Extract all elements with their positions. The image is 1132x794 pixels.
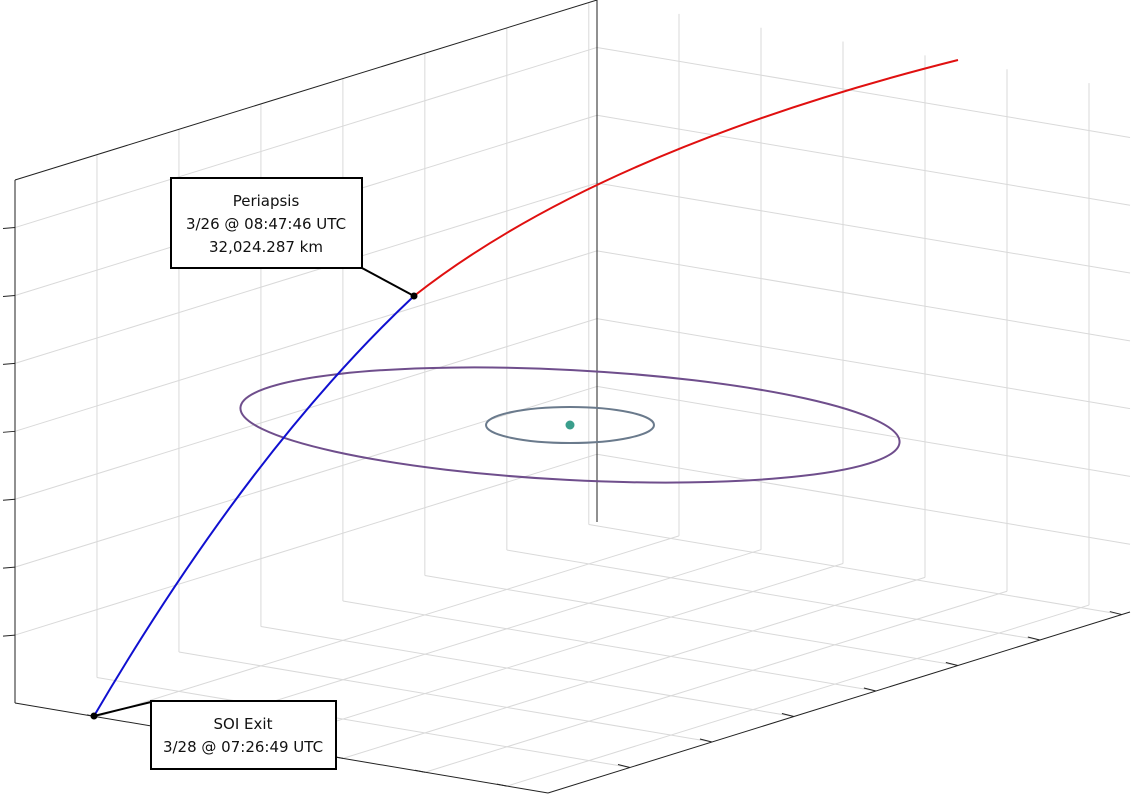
- grid-line: [2, 566, 16, 569]
- grid-line: [260, 626, 794, 718]
- grid-line: [424, 575, 958, 667]
- box-edges: [14, 0, 1131, 794]
- callout-leader: [361, 267, 415, 297]
- grid-line: [424, 590, 1008, 773]
- grid-line: [2, 362, 16, 365]
- grid-line: [596, 250, 1131, 342]
- edge: [14, 0, 598, 181]
- grid-line: [1027, 636, 1040, 641]
- grid-line: [2, 430, 16, 433]
- grid-line: [2, 294, 16, 297]
- outbound-trajectory: [413, 59, 959, 297]
- callout-text: 3/26 @ 08:47:46 UTC: [186, 215, 346, 233]
- grid-line: [1109, 611, 1122, 616]
- callout-leader: [93, 701, 152, 717]
- grid-line: [617, 764, 631, 768]
- grid-line: [260, 563, 844, 746]
- callout-text: Periapsis: [233, 192, 300, 210]
- callout-text: SOI Exit: [214, 715, 273, 733]
- grid-line: [2, 227, 16, 230]
- grid-line: [342, 600, 876, 692]
- grid-line: [596, 114, 1131, 206]
- grid-line: [863, 687, 877, 692]
- callout-text: 3/28 @ 07:26:49 UTC: [163, 738, 323, 756]
- grid-line: [781, 713, 795, 718]
- inner-orbit: [485, 406, 655, 444]
- grid-line: [14, 46, 598, 229]
- grid-line: [178, 651, 713, 743]
- grid-line: [96, 535, 680, 718]
- grid-line: [14, 385, 598, 568]
- grid-line: [14, 182, 598, 364]
- grid-line: [596, 385, 1131, 477]
- grid-line: [14, 318, 598, 500]
- grid-line: [506, 549, 1040, 641]
- grid-line: [2, 634, 16, 637]
- grid-line: [342, 576, 926, 759]
- callout-box: [150, 700, 337, 770]
- grid-line: [596, 453, 1131, 545]
- grid-line: [596, 46, 1131, 138]
- grid-line: [506, 604, 1090, 787]
- grid-line: [699, 738, 713, 743]
- grid-line: [588, 524, 1122, 616]
- grid-line: [96, 677, 631, 769]
- inbound-trajectory: [93, 295, 415, 717]
- callout-box: [170, 177, 363, 269]
- edge: [547, 611, 1131, 794]
- grid-line: [596, 182, 1131, 274]
- grid-line: [14, 250, 598, 432]
- grid-line: [14, 453, 598, 636]
- callout-text: 32,024.287 km: [209, 238, 323, 256]
- grid-line: [945, 662, 958, 667]
- grid-line: [2, 498, 16, 501]
- grid-line: [596, 318, 1131, 410]
- outer-orbit: [239, 366, 901, 484]
- body: [565, 420, 575, 430]
